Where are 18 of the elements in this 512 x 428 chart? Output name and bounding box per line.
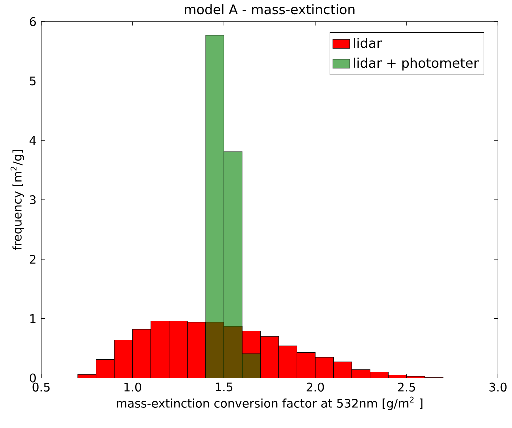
x-tick-label: 3.0 xyxy=(490,382,507,392)
y-axis-title: frequency [m$^{2}$/g] xyxy=(10,150,24,250)
y-tick-label: 1 xyxy=(30,314,36,324)
y-tick-label: 5 xyxy=(30,76,36,86)
y-tick-label: 6 xyxy=(30,17,36,26)
y-tick-label: 3 xyxy=(30,195,36,204)
x-axis-title: mass-extinction conversion factor at 532nm [g/m$^{2}$ ] xyxy=(117,396,423,410)
y-tick-label: 0 xyxy=(30,374,36,383)
x-tick-label: 0.5 xyxy=(32,382,50,392)
legend-label: lidar xyxy=(354,38,382,48)
y-tick-label: 4 xyxy=(30,136,36,145)
x-tick-label: 2.5 xyxy=(398,382,416,392)
x-tick-label: 2.0 xyxy=(306,382,324,392)
y-tick-label: 2 xyxy=(30,254,36,264)
x-tick-label: 1.5 xyxy=(216,382,233,392)
x-tick-label: 1.0 xyxy=(124,382,142,392)
legend-label: lidar + photometer xyxy=(354,58,479,71)
chart-title: model A - mass-extinction xyxy=(185,4,355,14)
